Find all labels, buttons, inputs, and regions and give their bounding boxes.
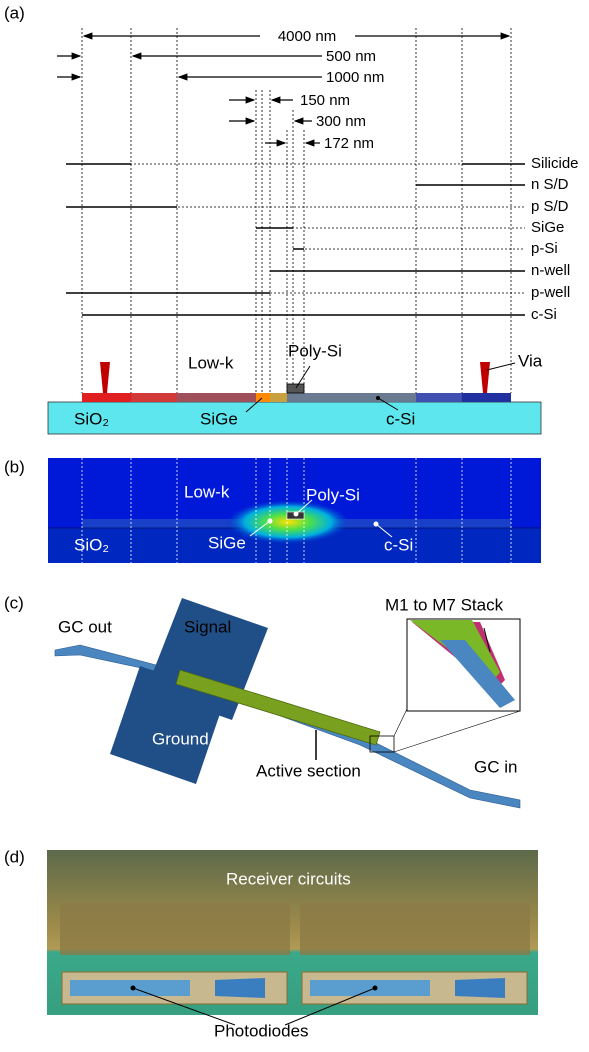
label: Ground [152,729,209,748]
layer-label: SiGe [531,219,564,236]
layer-label: n-well [531,262,570,279]
label: Photodiodes [214,1021,309,1040]
label: Signal [184,617,231,636]
layer-label: n S/D [531,176,569,193]
cross-section [48,362,541,434]
dimension-label: 500 nm [326,48,376,65]
label: c-Si [384,535,413,554]
panel-label: (b) [4,457,25,476]
dimension-label: 300 nm [316,113,366,130]
label: SiGe [208,533,246,552]
panel-d: (d) Receiver circuits Photodiodes [4,847,538,1040]
layer-label: p-Si [531,240,558,257]
label: Low-k [184,482,230,501]
panel-label: (c) [4,593,24,612]
panel-label: (d) [4,847,25,866]
dimension-label: 172 nm [324,135,374,152]
figure: (a) 4000 nm 500 nm 1000 nm 150 nm 300 nm… [0,0,589,1047]
panel-label: (a) [4,3,25,22]
label: GC in [474,757,517,776]
label: SiO₂ [74,409,109,428]
label: SiGe [200,409,238,428]
label: Low-k [188,353,234,372]
panel-a: (a) 4000 nm 500 nm 1000 nm 150 nm 300 nm… [4,3,579,434]
label: Poly-Si [288,341,342,360]
layer-lines [66,164,525,315]
label: GC out [58,617,112,636]
layer-label: p-well [531,284,570,301]
dimension-label: 4000 nm [278,28,336,45]
layer-label: c-Si [531,306,557,323]
label: Receiver circuits [226,869,351,888]
label: Via [518,351,543,370]
dimension-label: 150 nm [300,92,350,109]
label: Poly-Si [306,485,360,504]
label: c-Si [386,409,415,428]
label: SiO₂ [74,535,109,554]
label: M1 to M7 Stack [385,595,504,614]
panel-c: (c) Signal Ground GC out M1 to M7 Stack … [4,593,520,808]
dimension-label: 1000 nm [326,69,384,86]
layer-label: p S/D [531,198,569,215]
guide-lines [82,28,511,393]
panel-b: (b) Low-k Poly-Si SiO₂ SiGe c-Si [4,457,541,563]
label: Active section [256,761,361,780]
dimension-arrows [57,36,509,143]
layer-label: Silicide [531,155,579,172]
